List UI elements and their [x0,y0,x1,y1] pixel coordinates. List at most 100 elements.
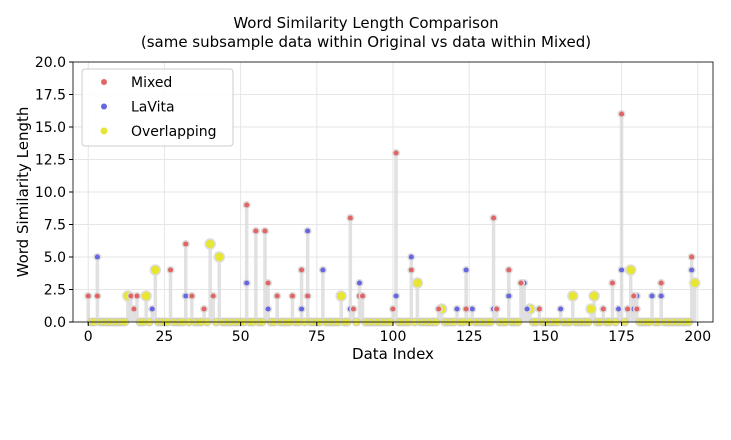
y-tick-label: 15.0 [35,120,66,136]
mixed-point [166,265,175,275]
x-tick-label: 75 [308,329,326,345]
legend-marker-mixed [101,79,107,85]
lavita-point [263,304,273,314]
lavita-point [617,265,626,275]
y-tick-label: 17.5 [35,88,66,104]
mixed-point [516,278,526,288]
x-axis-label: Data Index [352,345,434,363]
x-tick-label: 200 [684,329,711,345]
mixed-point [407,265,416,275]
mixed-point [303,291,312,301]
mixed-point [617,109,626,119]
overlapping-point [149,264,162,276]
lavita-point [407,252,416,262]
mixed-point [608,278,617,288]
lavita-point [303,226,312,236]
x-tick-label: 150 [532,329,559,345]
mixed-point [388,304,398,314]
lavita-point [556,304,565,314]
mixed-point [599,304,608,314]
mixed-point [535,304,544,314]
overlapping-point [204,238,216,250]
mixed-point [358,291,367,301]
overlapping-point [213,251,226,263]
mixed-point [93,291,102,301]
mixed-point [187,291,196,301]
mixed-point [504,265,513,275]
y-tick-label: 2.5 [44,283,66,299]
lavita-point [318,265,327,275]
y-tick-label: 7.5 [44,218,66,234]
legend-label: Mixed [131,75,172,91]
mixed-point [84,291,93,301]
lavita-point [504,291,513,301]
mixed-point [129,304,139,314]
overlapping-point [335,290,347,302]
lavita-point [93,252,102,262]
mixed-point [687,252,696,262]
mixed-point [273,291,282,301]
lavita-point [687,265,696,275]
x-tick-label: 125 [456,329,483,345]
mixed-point [391,148,401,158]
x-tick-label: 0 [84,329,93,345]
overlapping-point [624,264,637,276]
mixed-point [288,291,297,301]
lavita-point [355,278,364,288]
mixed-point [492,304,501,314]
lavita-point [452,304,462,314]
x-tick-label: 25 [156,329,174,345]
mixed-point [209,291,218,301]
mixed-point [629,291,638,301]
mixed-point [297,265,306,275]
mixed-point [251,226,260,236]
mixed-point [132,291,142,301]
overlapping-point [140,290,152,302]
lavita-point [242,278,251,288]
legend: Mixed LaVita Overlapping [81,68,234,147]
mixed-point [260,226,270,236]
legend-label: Overlapping [131,124,217,140]
overlapping-point [588,290,600,302]
x-tick-label: 100 [380,329,407,345]
mixed-point [242,200,251,210]
y-axis-label: Word Similarity Length [14,107,32,278]
legend-marker-overlapping [100,127,108,135]
y-tick-label: 12.5 [35,153,66,169]
x-tick-label: 50 [232,329,250,345]
lavita-point [462,265,471,275]
mixed-point [434,304,443,314]
mixed-point [199,304,209,314]
legend-label: LaVita [131,100,175,116]
mixed-point [623,304,632,314]
lavita-point [647,291,657,301]
mixed-point [346,213,355,223]
mixed-point [349,304,358,314]
lavita-point [614,304,623,314]
overlapping-point [585,303,597,315]
overlapping-point [567,290,579,302]
y-tick-label: 20.0 [35,55,66,71]
legend-box [81,68,234,147]
mixed-point [632,304,641,314]
mixed-point [489,213,498,223]
mixed-point [181,239,190,249]
y-tick-label: 0.0 [44,315,66,331]
lavita-point [657,291,666,301]
lavita-point [148,304,157,314]
y-tick-label: 10.0 [35,185,66,201]
lavita-point [523,304,532,314]
y-tick-label: 5.0 [44,250,66,266]
overlapping-point [688,277,701,289]
mixed-point [462,304,471,314]
chart-subtitle: (same subsample data within Original vs … [141,33,591,51]
mixed-point [263,278,273,288]
overlapping-point [411,277,424,289]
lavita-point [297,304,306,314]
mixed-point [657,278,666,288]
chart-title: Word Similarity Length Comparison [233,14,498,32]
lavita-point [391,291,401,301]
x-tick-label: 175 [608,329,635,345]
